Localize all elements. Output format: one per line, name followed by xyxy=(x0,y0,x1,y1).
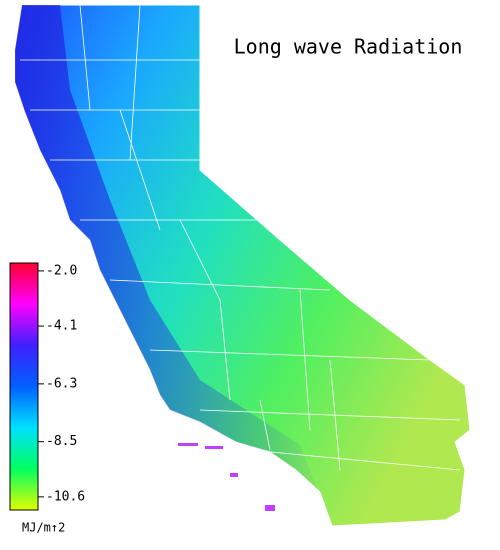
county-lines xyxy=(20,4,461,471)
islands xyxy=(178,443,275,511)
state-outline xyxy=(14,4,471,527)
colorbar-unit: MJ/m↑2 xyxy=(22,521,65,535)
map-title: Long wave Radiation xyxy=(234,35,463,59)
coastal-band xyxy=(15,5,332,526)
colorbar-tick-label: -8.5 xyxy=(46,434,77,449)
colorbar-tick-label: -6.3 xyxy=(46,376,77,391)
colorbar: -2.0 -4.1 -6.3 -8.5 -10.6 xyxy=(9,262,85,511)
colorbar-tick-label: -2.0 xyxy=(46,263,77,278)
colorbar-tick-label: -4.1 xyxy=(46,319,77,334)
colorbar-tick-label: -10.6 xyxy=(46,489,85,504)
colorbar-gradient xyxy=(9,262,39,511)
california-map xyxy=(14,4,471,527)
